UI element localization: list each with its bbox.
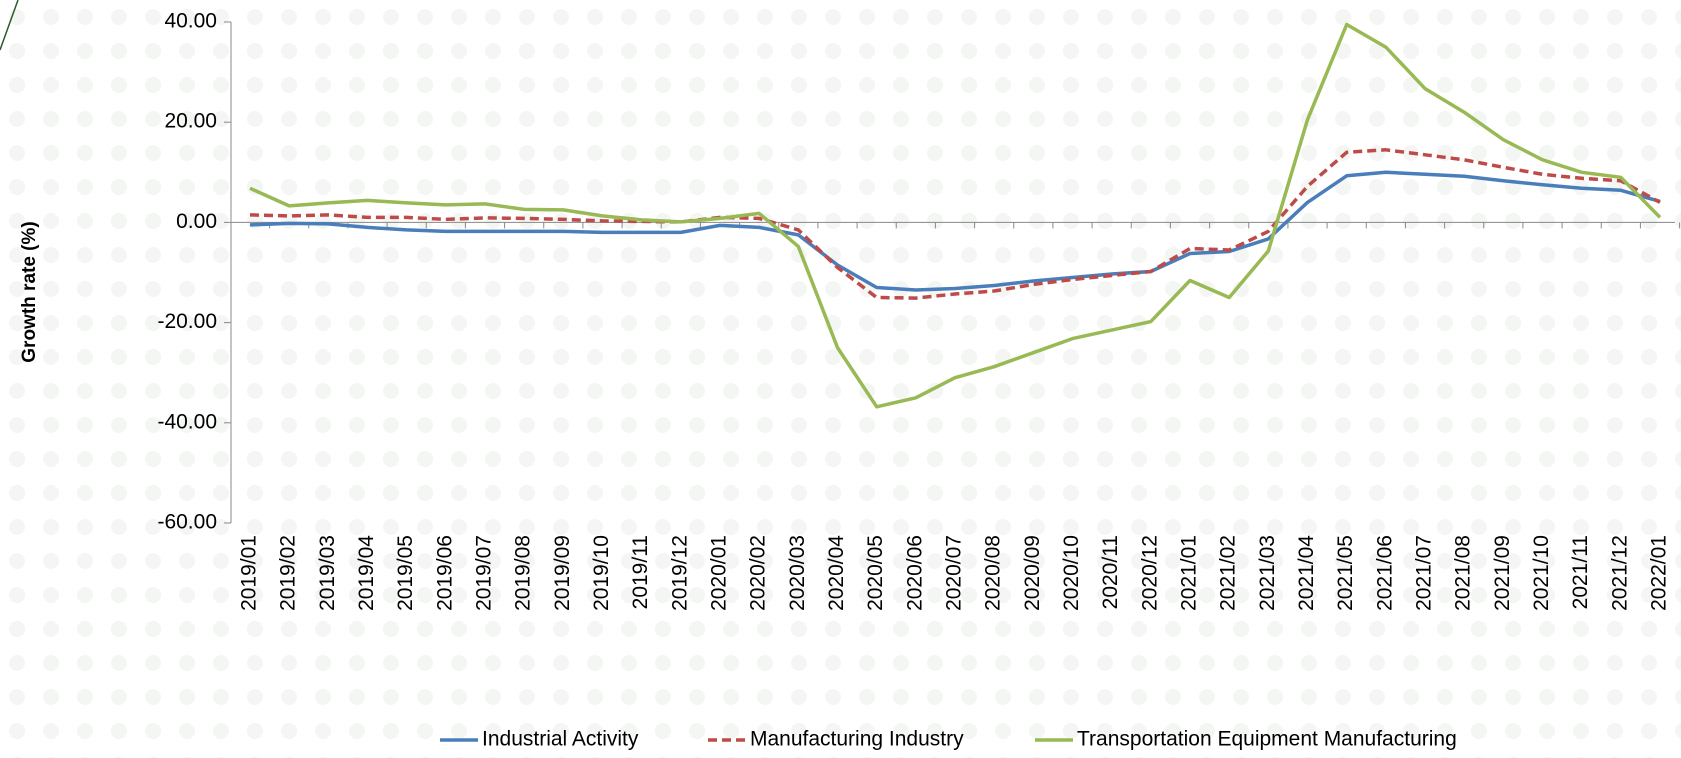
decoration	[0, 0, 19, 51]
x-tick-label: 2019/08	[512, 535, 535, 611]
x-tick-label: 2020/11	[1099, 535, 1122, 609]
x-tick-label: 2021/06	[1373, 535, 1396, 611]
series-line	[249, 170, 1661, 292]
x-tick-label: 2020/02	[747, 535, 770, 611]
x-tick-label: 2020/08	[982, 535, 1005, 611]
y-axis-label: Growth rate (%)	[19, 221, 40, 362]
y-tick-label: -40.00	[157, 410, 217, 433]
legend-label: Manufacturing Industry	[750, 728, 964, 751]
x-tick-label: 2019/03	[316, 535, 339, 611]
x-tick-label: 2019/02	[277, 535, 300, 611]
x-tick-label: 2020/03	[786, 535, 809, 611]
x-tick-label: 2020/04	[825, 535, 848, 611]
x-tick-label: 2021/11	[1569, 535, 1592, 609]
x-tick-label: 2020/10	[1060, 535, 1083, 611]
x-tick-label: 2019/10	[590, 535, 613, 611]
x-tick-label: 2021/08	[1452, 535, 1475, 611]
y-tick-label: 20.00	[164, 110, 217, 133]
x-tick-label: 2020/05	[864, 535, 887, 611]
x-tick-label: 2021/02	[1217, 535, 1240, 611]
x-tick-label: 2019/12	[668, 535, 691, 611]
x-tick-label: 2019/09	[551, 535, 574, 611]
x-tick-label: 2021/01	[1178, 535, 1201, 611]
x-tick-label: 2019/06	[433, 535, 456, 611]
x-tick-label: 2021/05	[1334, 535, 1357, 611]
x-tick-label: 2019/04	[355, 535, 378, 611]
x-tick-label: 2020/09	[1021, 535, 1044, 611]
x-tick-label: 2021/07	[1413, 535, 1436, 611]
y-tick-label: 0.00	[176, 210, 217, 233]
x-tick-label: 2020/12	[1138, 535, 1161, 611]
x-tick-label: 2020/06	[903, 535, 926, 611]
legend-label: Industrial Activity	[482, 728, 639, 751]
x-tick-label: 2021/12	[1608, 535, 1631, 611]
x-tick-label: 2020/01	[708, 535, 731, 611]
legend-label: Transportation Equipment Manufacturing	[1077, 728, 1457, 751]
x-tick-label: 2019/07	[473, 535, 496, 611]
x-tick-label: 2019/11	[629, 535, 652, 609]
y-tick-label: -60.00	[157, 511, 217, 534]
y-tick-label: 40.00	[164, 10, 217, 33]
x-tick-label: 2019/01	[238, 535, 261, 611]
x-tick-label: 2019/05	[394, 535, 417, 611]
x-tick-label: 2021/10	[1530, 535, 1553, 611]
x-tick-label: 2020/07	[943, 535, 966, 611]
x-tick-label: 2021/09	[1491, 535, 1514, 611]
x-tick-label: 2021/03	[1256, 535, 1279, 611]
series-line	[249, 22, 1662, 409]
series-line	[249, 148, 1661, 300]
x-tick-label: 2022/01	[1648, 535, 1671, 611]
x-tick-label: 2021/04	[1295, 535, 1318, 611]
y-tick-label: -20.00	[157, 310, 217, 333]
